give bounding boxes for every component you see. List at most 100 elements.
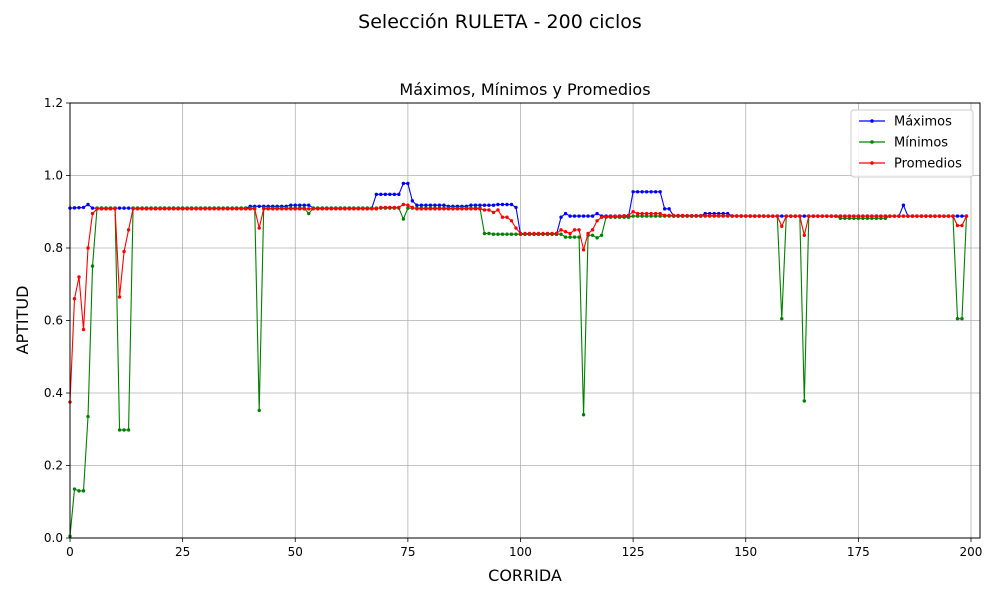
data-point bbox=[671, 213, 676, 218]
data-point bbox=[401, 202, 406, 207]
data-point bbox=[545, 231, 550, 236]
data-point bbox=[473, 207, 478, 211]
data-point bbox=[748, 214, 752, 218]
data-point bbox=[617, 214, 622, 218]
data-point bbox=[122, 206, 126, 210]
x-tick-label: 175 bbox=[847, 545, 870, 559]
data-point bbox=[843, 214, 847, 218]
data-point bbox=[428, 203, 433, 207]
data-point bbox=[185, 207, 189, 211]
data-point bbox=[243, 207, 248, 211]
data-point bbox=[374, 207, 379, 211]
data-point bbox=[149, 207, 153, 211]
y-tick-label: 0.6 bbox=[44, 314, 63, 328]
data-point bbox=[275, 207, 279, 211]
data-point bbox=[442, 203, 446, 207]
data-point bbox=[559, 228, 563, 232]
data-point bbox=[847, 214, 852, 218]
data-point bbox=[455, 207, 460, 211]
data-point bbox=[964, 214, 969, 218]
data-point bbox=[189, 207, 194, 211]
data-point bbox=[698, 213, 703, 218]
data-point bbox=[676, 213, 680, 218]
data-point bbox=[667, 207, 671, 211]
data-point bbox=[514, 232, 518, 236]
data-point bbox=[302, 207, 306, 211]
data-point bbox=[415, 207, 419, 211]
data-point bbox=[581, 413, 586, 417]
data-point bbox=[680, 213, 685, 218]
data-point bbox=[140, 207, 144, 211]
data-point bbox=[293, 203, 297, 207]
data-point bbox=[653, 190, 658, 194]
data-point bbox=[86, 202, 90, 207]
data-point bbox=[874, 214, 879, 218]
data-point bbox=[500, 202, 505, 207]
data-point bbox=[505, 202, 509, 207]
data-point bbox=[316, 207, 320, 211]
data-point bbox=[897, 214, 901, 218]
data-point bbox=[365, 207, 370, 211]
data-point bbox=[685, 213, 689, 218]
x-tick-label: 100 bbox=[509, 545, 532, 559]
data-point bbox=[230, 207, 234, 211]
data-point bbox=[280, 207, 284, 211]
data-point bbox=[491, 232, 496, 236]
data-point bbox=[496, 208, 500, 212]
data-point bbox=[744, 214, 748, 218]
data-point bbox=[379, 192, 383, 197]
data-point bbox=[784, 214, 788, 218]
data-point bbox=[257, 408, 261, 413]
data-point bbox=[509, 202, 514, 207]
data-point bbox=[829, 214, 834, 218]
data-point bbox=[289, 207, 293, 211]
data-point bbox=[509, 232, 514, 236]
data-point bbox=[99, 207, 104, 211]
y-tick-label: 1.0 bbox=[44, 169, 63, 183]
data-point bbox=[437, 207, 442, 211]
data-point bbox=[730, 214, 734, 218]
data-point bbox=[640, 190, 644, 194]
data-point bbox=[293, 207, 297, 211]
data-point bbox=[446, 207, 451, 211]
x-tick-label: 150 bbox=[734, 545, 757, 559]
data-point bbox=[586, 231, 590, 236]
data-point bbox=[563, 235, 568, 239]
data-point bbox=[644, 214, 649, 218]
data-point bbox=[180, 207, 185, 211]
figure-suptitle: Selección RULETA - 200 ciclos bbox=[358, 11, 642, 33]
data-point bbox=[919, 214, 924, 218]
y-tick-label: 0.0 bbox=[44, 531, 63, 545]
data-point bbox=[117, 206, 122, 210]
data-point bbox=[739, 214, 743, 218]
data-point bbox=[906, 214, 910, 218]
data-point bbox=[469, 203, 473, 207]
data-point bbox=[482, 208, 487, 212]
data-point bbox=[239, 207, 243, 211]
data-point bbox=[347, 207, 352, 211]
legend-label: Promedios bbox=[894, 157, 962, 172]
data-point bbox=[77, 205, 81, 210]
data-point bbox=[383, 205, 388, 210]
data-point bbox=[820, 214, 825, 218]
data-point bbox=[509, 219, 514, 223]
data-point bbox=[577, 214, 581, 218]
data-point bbox=[144, 207, 149, 211]
data-point bbox=[383, 192, 388, 197]
data-point bbox=[410, 199, 415, 203]
data-point bbox=[942, 214, 946, 218]
data-point bbox=[955, 214, 960, 218]
data-point bbox=[352, 207, 356, 211]
series-layer bbox=[68, 181, 969, 538]
data-point bbox=[500, 232, 505, 236]
data-point bbox=[595, 211, 599, 216]
data-point bbox=[649, 214, 653, 218]
data-point bbox=[708, 213, 712, 218]
data-point bbox=[870, 214, 874, 218]
x-tick-label: 75 bbox=[400, 545, 415, 559]
data-point bbox=[491, 203, 496, 207]
data-point bbox=[496, 202, 500, 207]
data-point bbox=[658, 214, 662, 218]
legend-item: Promedios bbox=[859, 157, 962, 172]
data-point bbox=[122, 249, 126, 254]
